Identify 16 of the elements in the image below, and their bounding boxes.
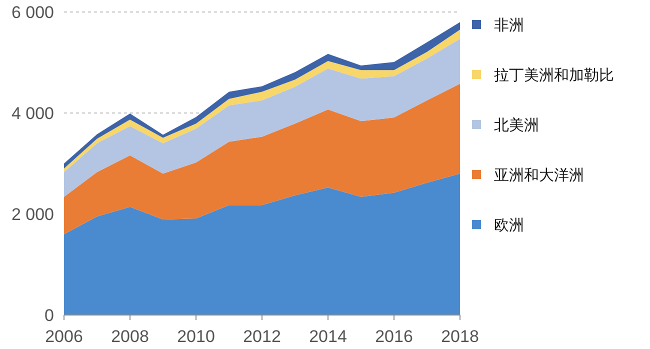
x-tick-label: 2010 <box>177 327 215 346</box>
legend-label: 亚洲和大洋洲 <box>494 167 584 184</box>
legend-label: 拉丁美洲和加勒比 <box>494 67 614 84</box>
legend-label: 非洲 <box>494 17 524 34</box>
x-tick-label: 2016 <box>375 327 413 346</box>
legend-label: 北美洲 <box>494 117 539 134</box>
y-tick-label: 6 000 <box>11 3 54 22</box>
x-tick-label: 2014 <box>309 327 347 346</box>
y-tick-label: 0 <box>44 306 54 325</box>
x-tick-label: 2018 <box>441 327 479 346</box>
x-tick-label: 2012 <box>243 327 281 346</box>
legend-label: 欧洲 <box>494 217 524 234</box>
y-tick-label: 4 000 <box>11 104 54 123</box>
x-tick-label: 2006 <box>45 327 83 346</box>
y-tick-label: 2 000 <box>11 205 54 224</box>
x-tick-label: 2008 <box>111 327 149 346</box>
